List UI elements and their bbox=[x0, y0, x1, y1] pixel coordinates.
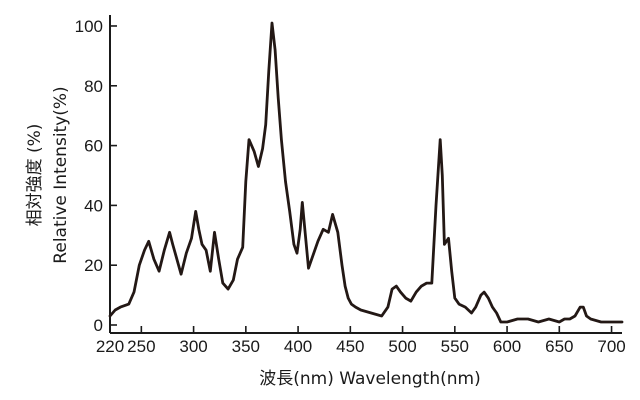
x-tick-label: 600 bbox=[493, 337, 521, 356]
axis-titles: 波長(nm) Wavelength(nm) 相対強度 (%) Relative … bbox=[25, 86, 481, 389]
series bbox=[108, 21, 624, 324]
x-tick-label: 550 bbox=[441, 337, 469, 356]
y-tick-label: 80 bbox=[84, 77, 103, 96]
x-tick-label: 500 bbox=[388, 337, 416, 356]
x-tick-label: 250 bbox=[127, 337, 155, 356]
x-tick-label: 220 bbox=[96, 337, 124, 356]
axes bbox=[109, 15, 622, 334]
x-tick-label: 350 bbox=[232, 337, 260, 356]
ticks: 0 20 40 60 80 100 220 250 300 350 400 450 500 550 600 6… bbox=[75, 17, 626, 356]
y-tick-label: 0 bbox=[94, 316, 103, 335]
y-axis-title-ja: 相対強度 (%) bbox=[25, 124, 45, 227]
y-tick-label: 20 bbox=[84, 256, 103, 275]
x-tick-label: 700 bbox=[597, 337, 625, 356]
x-tick-label: 650 bbox=[545, 337, 573, 356]
spectrum-line bbox=[108, 21, 624, 324]
y-axis-title-en: Relative Intensity(%) bbox=[51, 86, 71, 263]
x-tick-label: 450 bbox=[336, 337, 364, 356]
y-tick-label: 60 bbox=[84, 137, 103, 156]
y-tick-label: 100 bbox=[75, 17, 103, 36]
x-tick-label: 400 bbox=[284, 337, 312, 356]
x-axis-title: 波長(nm) Wavelength(nm) bbox=[259, 369, 480, 389]
x-tick-label: 300 bbox=[179, 337, 207, 356]
y-tick-label: 40 bbox=[84, 196, 103, 215]
